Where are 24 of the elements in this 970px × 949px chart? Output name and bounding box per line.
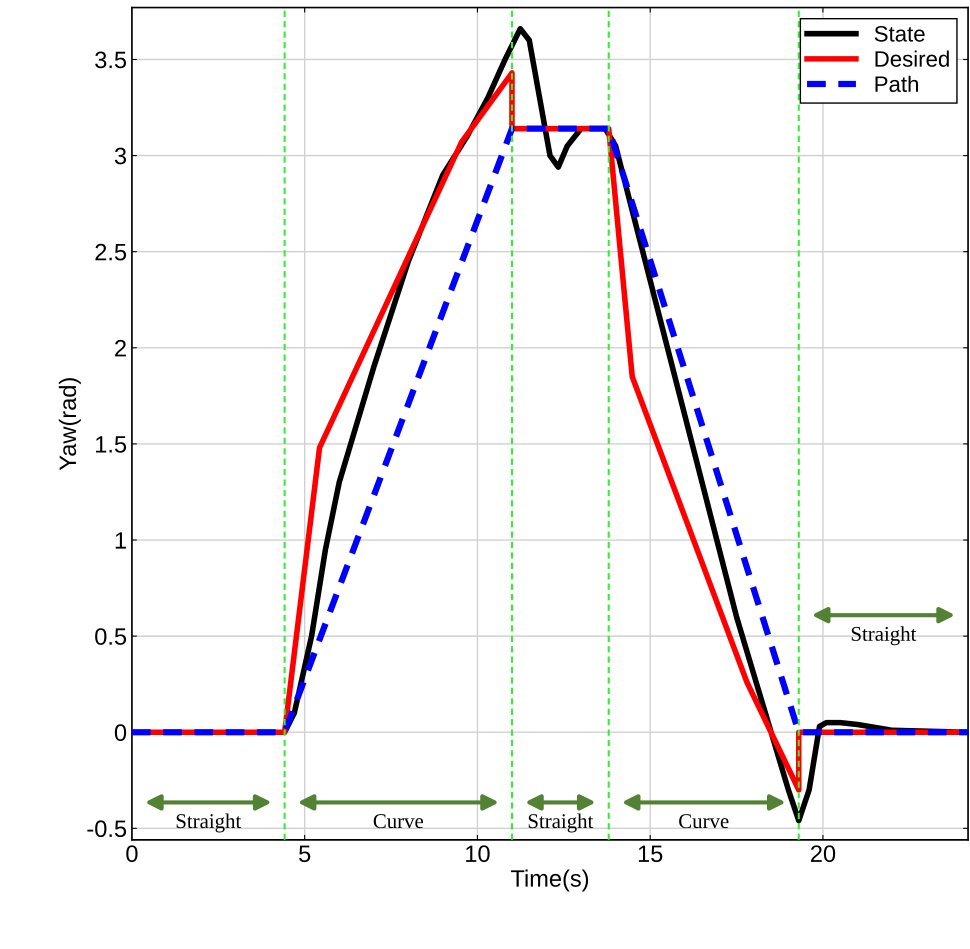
annotation: Straight [852,626,916,646]
y-axis-title: Yaw(rad) [58,378,81,470]
x-tick-label: 5 [299,846,310,862]
y-tick-label: 2 [115,340,126,356]
y-tick-label: 2.5 [95,244,126,260]
y-tick-label: 1.5 [96,436,126,453]
legend-label: Path [876,76,918,92]
y-tick-label: 1 [116,532,126,549]
x-tick-label: 15 [638,846,662,862]
annotation: Straight [176,814,242,832]
y-tick-label: -0.5 [87,820,126,838]
x-tick-label: 0 [126,845,138,862]
legend-label: State [874,26,925,42]
y-tick-label: 0.5 [95,628,126,645]
annotation: Curve [374,814,424,828]
legend-label: Desired [876,50,949,67]
y-tick-label: 3.5 [95,52,126,68]
y-tick-label: 3 [114,148,126,164]
annotation: Curve [679,814,728,828]
x-tick-label: 20 [811,845,836,862]
annotation: Straight [528,814,594,832]
x-tick-label: 10 [466,845,490,862]
x-axis-title: Time(s) [510,870,588,892]
y-tick-label: 0 [114,724,126,742]
